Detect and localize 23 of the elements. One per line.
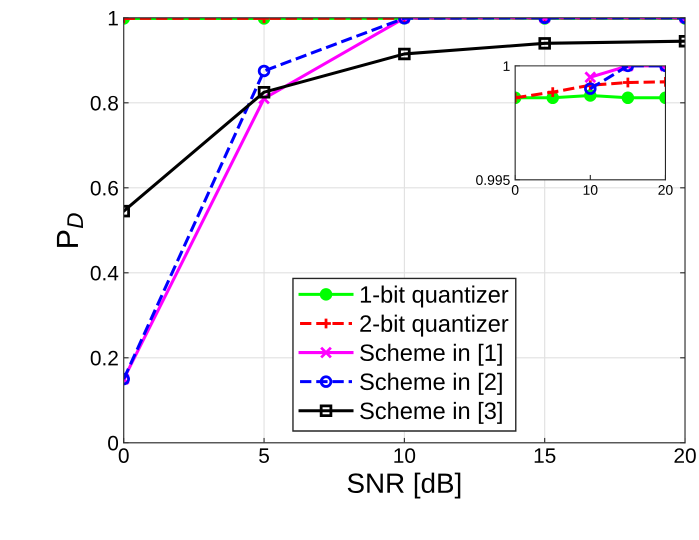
legend-label: 1-bit quantizer [360,286,508,308]
y-tick-label: 1 [504,61,510,71]
x-tick-label: 0 [118,448,129,463]
x-tick-label: 20 [658,185,673,195]
x-tick-label: 10 [584,185,598,195]
legend-label: Scheme in [3] [360,402,502,424]
x-axis-title: SNR [dB] [348,472,460,499]
y-tick-label: 1 [108,11,118,26]
legend-label: Scheme in [2] [360,372,502,395]
x-tick-label: 5 [259,448,269,463]
y-tick-label: 0.6 [90,180,118,196]
x-tick-label: 0 [512,185,518,195]
legend-label: 2-bit quantizer [360,314,508,337]
x-tick-label: 15 [534,448,556,463]
y-tick-label: 0.8 [90,96,118,111]
y-tick-label: 0 [108,436,118,451]
legend-label: Scheme in [1] [360,344,502,366]
y-axis-title: P$_{D}$ [56,213,83,247]
y-tick-label: 0.2 [90,350,118,366]
y-tick-label: 0.995 [476,175,510,185]
x-tick-label: 20 [674,448,696,463]
y-tick-label: 0.4 [90,266,118,281]
x-tick-label: 10 [394,448,416,463]
